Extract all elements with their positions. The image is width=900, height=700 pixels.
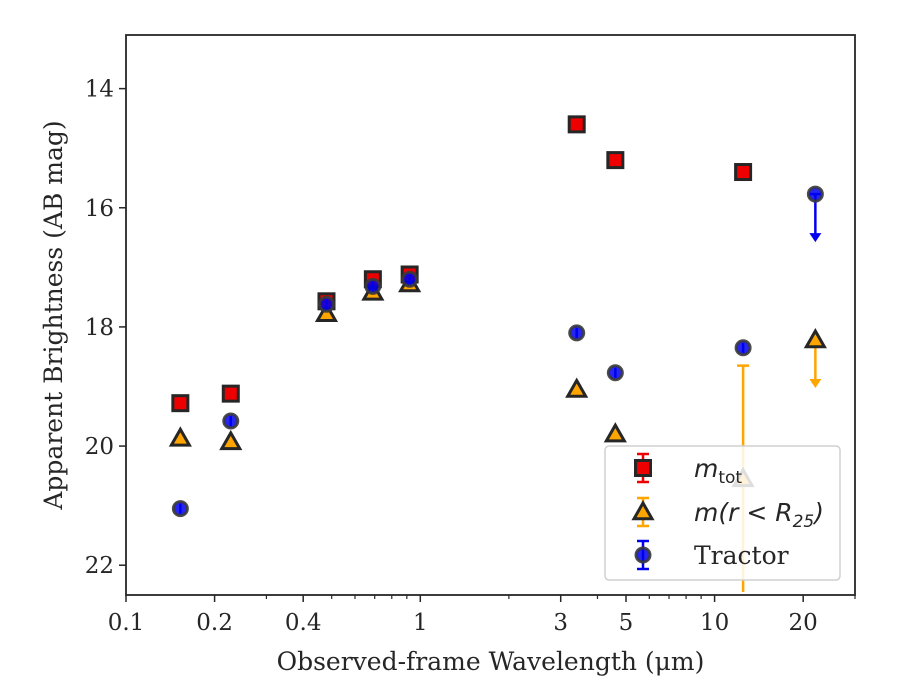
x-tick-label: 3 bbox=[553, 610, 568, 636]
legend-marker-square bbox=[634, 459, 652, 477]
data-point-triangle-5 bbox=[565, 377, 589, 398]
axes-frame bbox=[125, 34, 856, 596]
data-point-circle-5 bbox=[568, 324, 586, 342]
legend-label: mtot bbox=[694, 454, 742, 488]
data-point-triangle-6 bbox=[603, 422, 627, 443]
data-point-circle-7 bbox=[734, 339, 752, 357]
x-tick-label: 20 bbox=[789, 610, 818, 636]
y-axis-label: Apparent Brightness (AB mag) bbox=[39, 120, 68, 510]
legend-entry-1: m(r < R25) bbox=[631, 496, 824, 532]
data-point-circle-1 bbox=[222, 412, 240, 430]
legend-entry-0: mtot bbox=[634, 452, 742, 488]
x-tick-label: 10 bbox=[700, 610, 729, 636]
data-point-circle-6 bbox=[606, 364, 624, 382]
data-point-triangle-0 bbox=[168, 426, 192, 447]
legend-marker-triangle bbox=[631, 499, 655, 521]
data-point-square-6 bbox=[606, 151, 625, 170]
x-tick-label: 0.2 bbox=[196, 610, 233, 636]
data-point-circle-3 bbox=[364, 277, 382, 295]
y-tick-label: 22 bbox=[85, 553, 114, 579]
legend-box bbox=[604, 445, 841, 581]
data-point-triangle-8 bbox=[803, 327, 827, 349]
data-point-circle-0 bbox=[171, 500, 189, 518]
x-axis-label: Observed-frame Wavelength (μm) bbox=[277, 647, 705, 676]
y-tick-label: 18 bbox=[85, 315, 114, 341]
legend: mtot m(r < R25) Tractor bbox=[604, 445, 841, 581]
x-tick-label: 5 bbox=[619, 610, 634, 636]
data-point-square-7 bbox=[734, 163, 753, 182]
data-point-circle-4 bbox=[401, 270, 419, 288]
legend-label: m(r < R25) bbox=[694, 498, 824, 532]
data-point-circle-8 bbox=[806, 185, 824, 203]
data-point-square-5 bbox=[567, 115, 586, 134]
x-tick-label: 1 bbox=[413, 610, 428, 636]
data-point-square-0 bbox=[171, 394, 190, 413]
data-point-square-1 bbox=[221, 384, 240, 403]
y-tick-label: 14 bbox=[85, 77, 114, 103]
data-point-triangle-1 bbox=[219, 429, 243, 451]
y-tick-label: 16 bbox=[85, 196, 114, 222]
legend-marker-circle bbox=[634, 546, 652, 564]
legend-label: Tractor bbox=[694, 541, 789, 570]
x-tick-label: 0.4 bbox=[285, 610, 322, 636]
x-tick-label: 0.1 bbox=[108, 610, 145, 636]
y-tick-label: 20 bbox=[85, 434, 114, 460]
legend-entry-2: Tractor bbox=[634, 539, 789, 571]
data-point-circle-2 bbox=[317, 295, 335, 313]
axes: 0.1 0.2 0.4 1 3 5 10 20 14 16 18 20 22 Observed-frame… bbox=[39, 34, 856, 676]
